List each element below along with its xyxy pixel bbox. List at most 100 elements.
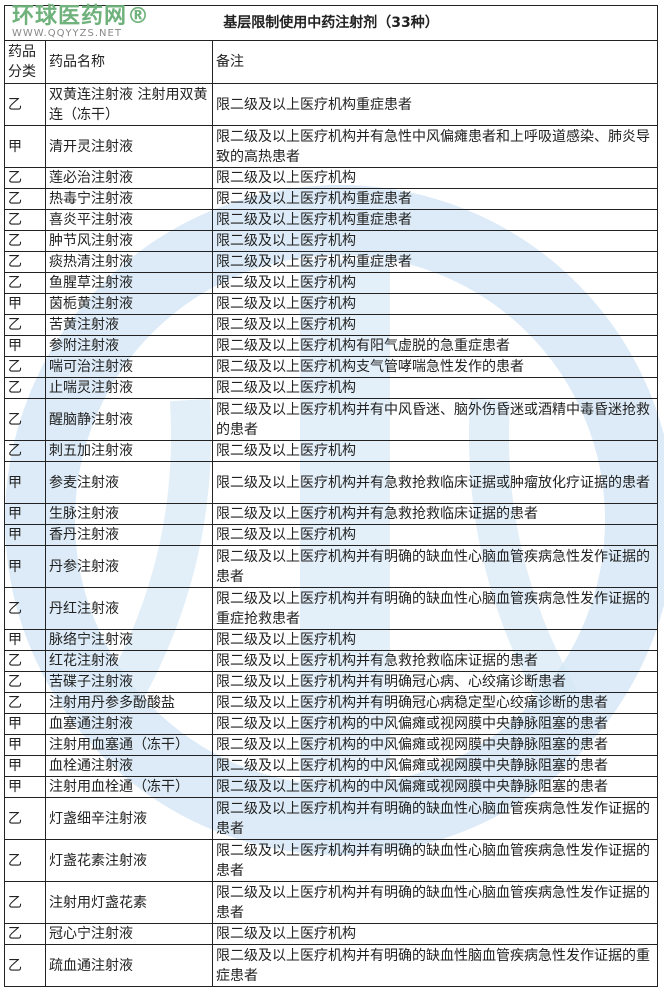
cell-name: 双黄连注射液 注射用双黄连（冻干） (45, 83, 213, 126)
table-title: 基层限制使用中药注射剂（33种） (4, 5, 658, 41)
cell-note: 限二级及以上医疗机构并有急救抢救临床证据或肿瘤放化疗证据的患者 (212, 461, 658, 504)
cell-category: 乙 (4, 650, 46, 672)
cell-note: 限二级及以上医疗机构的中风偏瘫或视网膜中央静脉阻塞的患者 (212, 734, 658, 756)
cell-note: 限二级及以上医疗机构重症患者 (212, 83, 658, 126)
header-category: 药品分类 (4, 40, 46, 84)
cell-name: 注射用血栓通（冻干） (45, 776, 213, 798)
cell-category: 甲 (4, 524, 46, 546)
cell-category: 乙 (4, 440, 46, 462)
cell-note: 限二级及以上医疗机构重症患者 (212, 251, 658, 273)
cell-note: 限二级及以上医疗机构 (212, 440, 658, 462)
cell-category: 乙 (4, 797, 46, 840)
cell-name: 热毒宁注射液 (45, 188, 213, 210)
cell-note: 限二级及以上医疗机构并有明确的缺血性心脑血管疾病急性发作证据的重症抢救患者 (212, 587, 658, 630)
cell-name: 莲必治注射液 (45, 167, 213, 189)
cell-category: 甲 (4, 755, 46, 777)
table-row: 乙苦碟子注射液 限二级及以上医疗机构并有明确冠心病、心绞痛诊断患者 (4, 671, 658, 693)
cell-category: 甲 (4, 503, 46, 525)
cell-name: 苦碟子注射液 (45, 671, 213, 693)
cell-category: 甲 (4, 335, 46, 357)
cell-note: 限二级及以上医疗机构支气管哮喘急性发作的患者 (212, 356, 658, 378)
drug-table: 基层限制使用中药注射剂（33种） 药品分类 药品名称 备注 乙双黄连注射液 注射… (4, 5, 658, 987)
cell-category: 乙 (4, 881, 46, 924)
cell-category: 乙 (4, 377, 46, 399)
cell-note: 限二级及以上医疗机构并有明确的缺血性脑血管疾病急性发作证据的重症患者 (212, 944, 658, 987)
table-row: 乙喜炎平注射液 限二级及以上医疗机构重症患者 (4, 209, 658, 231)
cell-note: 限二级及以上医疗机构 (212, 923, 658, 945)
table-row: 乙疏血通注射液 限二级及以上医疗机构并有明确的缺血性脑血管疾病急性发作证据的重症患… (4, 944, 658, 987)
cell-name: 香丹注射液 (45, 524, 213, 546)
table-row: 甲参附注射液 限二级及以上医疗机构有阳气虚脱的急重症患者 (4, 335, 658, 357)
cell-name: 喘可治注射液 (45, 356, 213, 378)
cell-note: 限二级及以上医疗机构 (212, 377, 658, 399)
cell-category: 甲 (4, 545, 46, 588)
table-row: 乙丹红注射液 限二级及以上医疗机构并有明确的缺血性心脑血管疾病急性发作证据的重症抢… (4, 587, 658, 630)
cell-note: 限二级及以上医疗机构并有中风昏迷、脑外伤昏迷或酒精中毒昏迷抢救的患者 (212, 398, 658, 441)
cell-note: 限二级及以上医疗机构并有明确的缺血性心脑血管疾病急性发作证据的患者 (212, 545, 658, 588)
cell-category: 乙 (4, 209, 46, 231)
cell-name: 丹红注射液 (45, 587, 213, 630)
cell-note: 限二级及以上医疗机构并有急性中风偏瘫患者和上呼吸道感染、肺炎导致的高热患者 (212, 125, 658, 168)
cell-category: 乙 (4, 251, 46, 273)
cell-name: 止喘灵注射液 (45, 377, 213, 399)
cell-name: 脉络宁注射液 (45, 629, 213, 651)
table-row: 乙灯盏花素注射液 限二级及以上医疗机构并有明确的缺血性心脑血管疾病急性发作证据的患… (4, 839, 658, 882)
cell-name: 注射用灯盏花素 (45, 881, 213, 924)
cell-category: 乙 (4, 230, 46, 252)
table-row: 乙鱼腥草注射液 限二级及以上医疗机构 (4, 272, 658, 294)
cell-note: 限二级及以上医疗机构 (212, 524, 658, 546)
cell-category: 甲 (4, 776, 46, 798)
cell-category: 乙 (4, 272, 46, 294)
cell-note: 限二级及以上医疗机构重症患者 (212, 188, 658, 210)
logo-cn: 环球医药网® (12, 4, 151, 29)
table-row: 乙注射用丹参多酚酸盐 限二级及以上医疗机构并有明确冠心病稳定型心绞痛诊断的患者 (4, 692, 658, 714)
table-row: 甲注射用血栓通（冻干） 限二级及以上医疗机构的中风偏瘫或视网膜中央静脉阻塞的患者 (4, 776, 658, 798)
cell-name: 苦黄注射液 (45, 314, 213, 336)
table-row: 甲生脉注射液 限二级及以上医疗机构并有急救抢救临床证据的患者 (4, 503, 658, 525)
table-row: 甲血塞通注射液 限二级及以上医疗机构的中风偏瘫或视网膜中央静脉阻塞的患者 (4, 713, 658, 735)
cell-name: 注射用血塞通（冻干） (45, 734, 213, 756)
table-row: 乙刺五加注射液 限二级及以上医疗机构 (4, 440, 658, 462)
cell-note: 限二级及以上医疗机构 (212, 629, 658, 651)
cell-category: 乙 (4, 188, 46, 210)
cell-note: 限二级及以上医疗机构并有明确的缺血性心脑血管疾病急性发作证据的患者 (212, 881, 658, 924)
table-row: 乙止喘灵注射液 限二级及以上医疗机构 (4, 377, 658, 399)
table-row: 乙热毒宁注射液 限二级及以上医疗机构重症患者 (4, 188, 658, 210)
cell-category: 甲 (4, 629, 46, 651)
cell-name: 血塞通注射液 (45, 713, 213, 735)
cell-name: 丹参注射液 (45, 545, 213, 588)
cell-category: 乙 (4, 671, 46, 693)
table-row: 甲清开灵注射液 限二级及以上医疗机构并有急性中风偏瘫患者和上呼吸道感染、肺炎导致的… (4, 125, 658, 168)
table-row: 甲注射用血塞通（冻干） 限二级及以上医疗机构的中风偏瘫或视网膜中央静脉阻塞的患者 (4, 734, 658, 756)
cell-name: 红花注射液 (45, 650, 213, 672)
cell-note: 限二级及以上医疗机构 (212, 272, 658, 294)
table-row: 乙灯盏细辛注射液 限二级及以上医疗机构并有明确的缺血性心脑血管疾病急性发作证据的患… (4, 797, 658, 840)
cell-category: 甲 (4, 713, 46, 735)
cell-note: 限二级及以上医疗机构的中风偏瘫或视网膜中央静脉阻塞的患者 (212, 776, 658, 798)
cell-note: 限二级及以上医疗机构并有明确的缺血性心脑血管疾病急性发作证据的患者 (212, 797, 658, 840)
table-row: 甲脉络宁注射液 限二级及以上医疗机构 (4, 629, 658, 651)
table-row: 乙喘可治注射液 限二级及以上医疗机构支气管哮喘急性发作的患者 (4, 356, 658, 378)
cell-category: 乙 (4, 314, 46, 336)
cell-category: 乙 (4, 692, 46, 714)
cell-note: 限二级及以上医疗机构并有急救抢救临床证据的患者 (212, 650, 658, 672)
cell-category: 乙 (4, 83, 46, 126)
cell-category: 甲 (4, 734, 46, 756)
cell-name: 灯盏花素注射液 (45, 839, 213, 882)
cell-category: 甲 (4, 125, 46, 168)
table-row: 甲香丹注射液 限二级及以上医疗机构 (4, 524, 658, 546)
cell-category: 乙 (4, 356, 46, 378)
header-name: 药品名称 (45, 40, 213, 84)
cell-name: 刺五加注射液 (45, 440, 213, 462)
logo-en: WWW.QQYYZS.NET (12, 28, 122, 39)
site-logo: 环球医药网® WWW.QQYYZS.NET (12, 4, 151, 40)
table-row: 乙冠心宁注射液 限二级及以上医疗机构 (4, 923, 658, 945)
cell-name: 肿节风注射液 (45, 230, 213, 252)
table-row: 乙双黄连注射液 注射用双黄连（冻干） 限二级及以上医疗机构重症患者 (4, 83, 658, 126)
cell-category: 乙 (4, 587, 46, 630)
cell-note: 限二级及以上医疗机构 (212, 293, 658, 315)
cell-note: 限二级及以上医疗机构 (212, 167, 658, 189)
cell-name: 茵栀黄注射液 (45, 293, 213, 315)
table-row: 乙红花注射液 限二级及以上医疗机构并有急救抢救临床证据的患者 (4, 650, 658, 672)
cell-name: 生脉注射液 (45, 503, 213, 525)
